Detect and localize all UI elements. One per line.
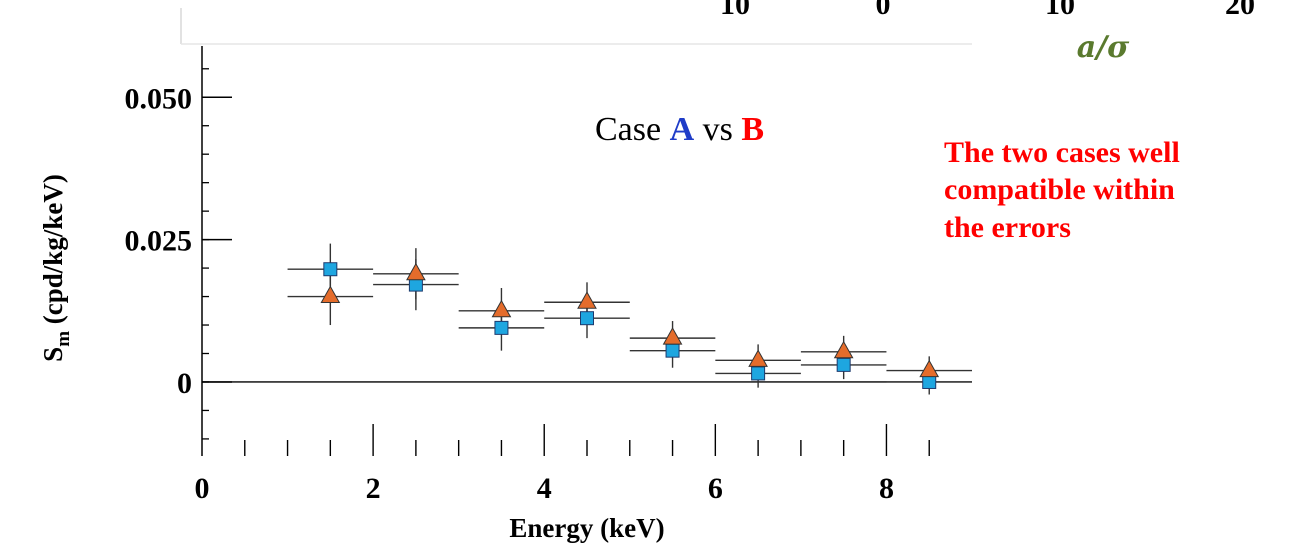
data-point-triangle <box>577 291 597 309</box>
y-axis-title-rest: (cpd/kg/keV) <box>38 174 68 331</box>
y-axis-title-sub: m <box>53 331 74 347</box>
x-tick-label: 4 <box>537 472 552 505</box>
data-point-triangle <box>662 327 683 345</box>
note-line: The two cases well <box>944 136 1180 169</box>
top-tick-label: 10 <box>1045 0 1075 21</box>
data-point-square <box>836 357 851 372</box>
data-point-triangle <box>833 340 854 359</box>
top-axis-label: a/σ <box>1077 30 1130 65</box>
top-tick-label: 10 <box>720 0 750 21</box>
data-point-square <box>751 366 766 381</box>
top-tick-label: 20 <box>1225 0 1255 21</box>
data-point-square <box>494 320 509 335</box>
case-a-label: A <box>670 111 695 148</box>
data-point-triangle <box>919 359 940 378</box>
x-tick-label: 8 <box>879 472 894 505</box>
data-point-triangle <box>748 349 768 367</box>
plot-area: 0 0.025 0.050 0 2 4 6 8 <box>125 46 972 505</box>
x-tick-label: 0 <box>195 472 210 505</box>
y-axis-title: Sm (cpd/kg/keV) <box>38 174 74 362</box>
top-tick-label: 0 <box>876 0 891 21</box>
data-point-square <box>580 311 594 326</box>
x-tick-label: 2 <box>366 472 381 505</box>
y-tick-label: 0 <box>177 367 192 400</box>
x-tick-label: 6 <box>708 472 723 505</box>
case-prefix: Case <box>595 111 670 148</box>
note-line: the errors <box>944 211 1071 244</box>
data-point-triangle <box>491 299 512 318</box>
data-point-triangle <box>320 285 341 304</box>
top-fragment: 10 0 10 20 a/σ <box>720 0 1255 65</box>
case-mid: vs <box>694 111 741 148</box>
case-label: Case A vs B <box>595 111 764 148</box>
case-b-label: B <box>741 111 764 148</box>
data-point-square <box>922 374 937 389</box>
y-tick-label: 0.025 <box>125 225 193 258</box>
x-axis-title: Energy (keV) <box>509 513 664 543</box>
data-point-triangle <box>406 262 426 281</box>
note-line: compatible within <box>944 173 1175 206</box>
data-point-square <box>323 262 338 277</box>
y-tick-label: 0.050 <box>125 82 193 115</box>
y-axis-title-main: S <box>38 347 68 362</box>
crop-panel <box>0 0 180 44</box>
data-point-square <box>665 343 680 358</box>
